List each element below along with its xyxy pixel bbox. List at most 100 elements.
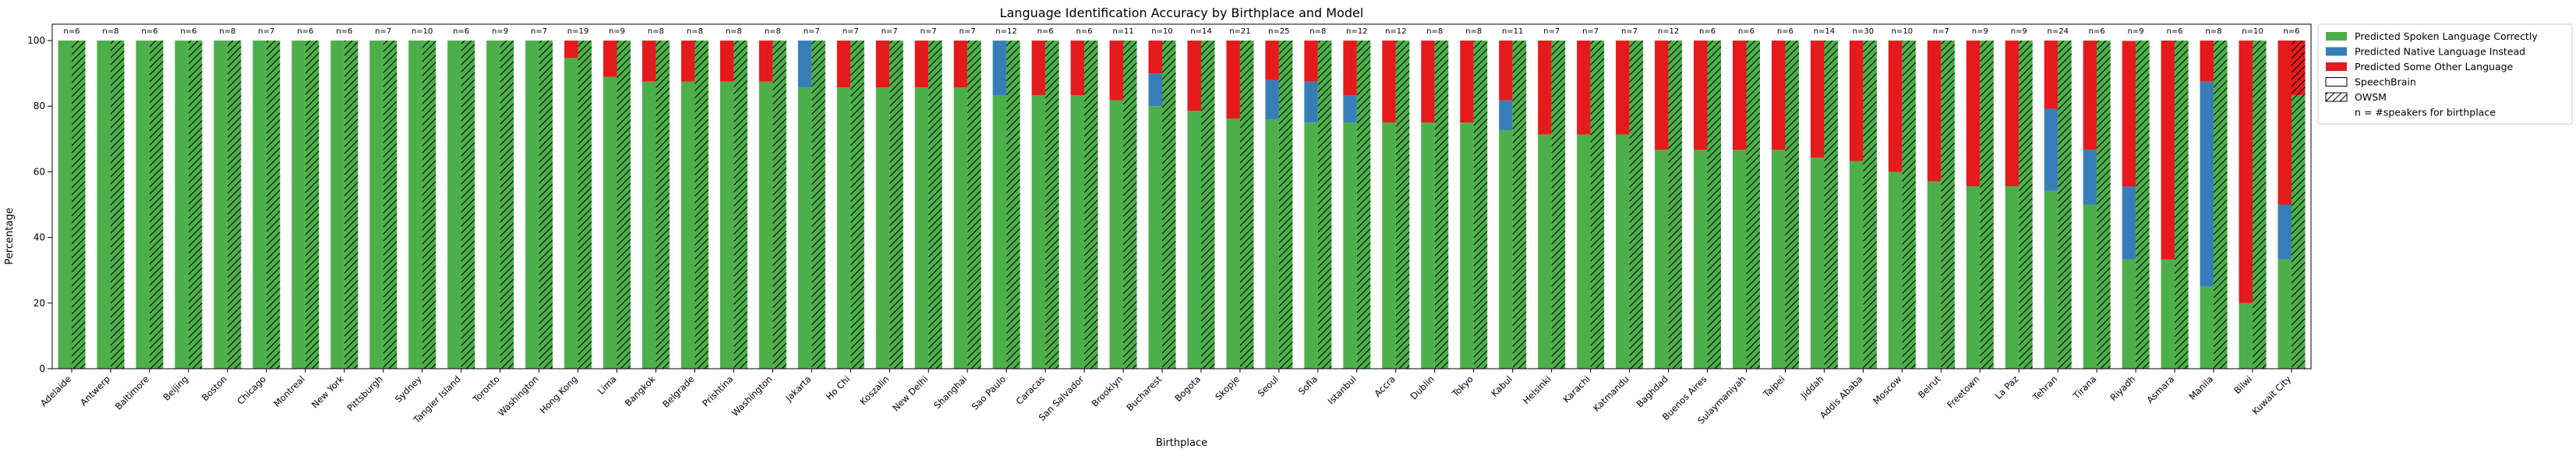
bar-speechbrain-correct <box>1343 122 1357 369</box>
bar-speechbrain-correct <box>1771 150 1786 369</box>
n-label: n=9 <box>609 27 625 36</box>
n-label: n=8 <box>687 27 703 36</box>
bar-speechbrain-correct <box>1226 118 1240 369</box>
bar-speechbrain-correct <box>758 81 773 369</box>
bar-speechbrain-other <box>564 41 578 58</box>
n-label: n=10 <box>2242 27 2263 36</box>
legend-swatch-hatch <box>2326 93 2347 101</box>
bar-speechbrain-other <box>836 41 851 88</box>
bar-speechbrain-correct <box>58 41 72 369</box>
bar-hatch-correct <box>1162 41 1176 369</box>
x-tick-label: Hong Kong <box>538 373 580 415</box>
n-label: n=8 <box>1426 27 1443 36</box>
x-tick-label: Riyadh <box>2108 373 2137 403</box>
n-label: n=8 <box>102 27 118 36</box>
bar-speechbrain-correct <box>1109 100 1124 369</box>
bar-hatch-correct <box>1551 41 1566 369</box>
x-tick-label: Belgrade <box>660 373 696 409</box>
bar-hatch-correct <box>811 41 825 369</box>
x-tick-label: Sao Paulo <box>970 373 1009 412</box>
bar-speechbrain-other <box>1070 41 1085 96</box>
x-tick-label: Toronto <box>470 373 502 405</box>
x-tick-label: Kuwait City <box>2250 373 2294 417</box>
bar-speechbrain-correct <box>1538 134 1552 369</box>
bar-speechbrain-other <box>2122 41 2136 187</box>
x-tick-label: Dublin <box>1408 373 1436 401</box>
bar-speechbrain-other <box>1499 41 1513 101</box>
bar-hatch-correct <box>772 41 786 369</box>
n-label: n=21 <box>1229 27 1250 36</box>
bar-speechbrain-correct <box>1616 134 1630 369</box>
bar-speechbrain-other <box>1616 41 1630 135</box>
bar-speechbrain-other <box>1733 41 1747 150</box>
bar-speechbrain-correct <box>2083 204 2097 369</box>
bar-speechbrain-correct <box>486 41 500 369</box>
bar-hatch-correct <box>967 41 981 369</box>
bar-speechbrain-other <box>1927 41 1942 182</box>
bar-speechbrain-native <box>797 41 812 88</box>
bar-speechbrain-correct <box>1733 150 1747 369</box>
bar-speechbrain-other <box>1148 41 1163 74</box>
bar-hatch-correct <box>2058 41 2072 369</box>
legend-swatch-plain <box>2325 77 2348 87</box>
n-label: n=14 <box>1190 27 1211 36</box>
n-label: n=11 <box>1112 27 1133 36</box>
bar-hatch-correct <box>1512 41 1527 369</box>
bar-speechbrain-correct <box>875 87 890 369</box>
bar-speechbrain-other <box>1421 41 1435 123</box>
bar-speechbrain-correct <box>525 41 539 369</box>
x-tick-label: Tehran <box>2030 373 2060 403</box>
x-tick-label: Shanghai <box>931 373 969 411</box>
bar-speechbrain-other <box>2083 41 2097 150</box>
bar-hatch-correct <box>578 41 592 369</box>
bar-hatch-correct <box>1785 41 1799 369</box>
n-label: n=6 <box>1076 27 1093 36</box>
legend-box <box>2317 23 2573 125</box>
bar-hatch-correct <box>1434 41 1449 369</box>
x-tick-label: Antwerp <box>78 373 112 408</box>
bar-speechbrain-correct <box>1810 157 1825 369</box>
x-tick-label: Karachi <box>1560 373 1592 405</box>
n-label: n=6 <box>141 27 157 36</box>
x-tick-label: Freetown <box>1945 373 1981 410</box>
legend-swatch-native <box>2326 47 2347 56</box>
bar-speechbrain-other <box>914 41 929 88</box>
x-tick-label: Bangkok <box>623 373 658 408</box>
bar-speechbrain-native <box>1499 100 1513 130</box>
chart-title: Language Identification Accuracy by Birt… <box>1000 5 1364 20</box>
bar-hatch-correct <box>305 41 320 369</box>
n-label: n=10 <box>1151 27 1172 36</box>
bar-hatch-correct <box>2097 41 2111 369</box>
bar-hatch-other <box>2292 41 2306 96</box>
bar-speechbrain-other <box>1187 41 1201 111</box>
x-tick-label: Beijing <box>161 373 190 403</box>
bar-hatch-correct <box>2214 41 2228 369</box>
bar-speechbrain-other <box>1265 41 1279 80</box>
bar-speechbrain-correct <box>253 41 267 369</box>
n-label: n=24 <box>2047 27 2068 36</box>
x-tick-label: Asmara <box>2144 373 2176 405</box>
n-label: n=7 <box>1543 27 1560 36</box>
legend-label: Predicted Spoken Language Correctly <box>2355 30 2538 42</box>
bar-hatch-correct <box>383 41 398 369</box>
bar-hatch-correct <box>2292 95 2306 369</box>
bar-speechbrain-other <box>641 41 656 82</box>
n-label: n=14 <box>1814 27 1835 36</box>
bar-speechbrain-correct <box>797 87 812 369</box>
n-label: n=8 <box>1465 27 1482 36</box>
y-tick-label: 80 <box>34 101 45 111</box>
x-tick-label: Tokyo <box>1449 373 1475 399</box>
bar-hatch-correct <box>1746 41 1760 369</box>
n-label: n=9 <box>2011 27 2027 36</box>
bar-hatch-correct <box>1200 41 1215 369</box>
bar-speechbrain-native <box>1343 95 1357 123</box>
bar-speechbrain-other <box>1577 41 1591 135</box>
x-tick-label: Koszalin <box>857 373 891 407</box>
n-label: n=25 <box>1268 27 1289 36</box>
bar-hatch-correct <box>1395 41 1410 369</box>
n-label: n=8 <box>765 27 781 36</box>
legend-label: Predicted Some Other Language <box>2355 61 2514 72</box>
x-tick-label: Lima <box>595 373 619 397</box>
bar-speechbrain-other <box>1538 41 1552 135</box>
bar-speechbrain-correct <box>1265 119 1279 369</box>
